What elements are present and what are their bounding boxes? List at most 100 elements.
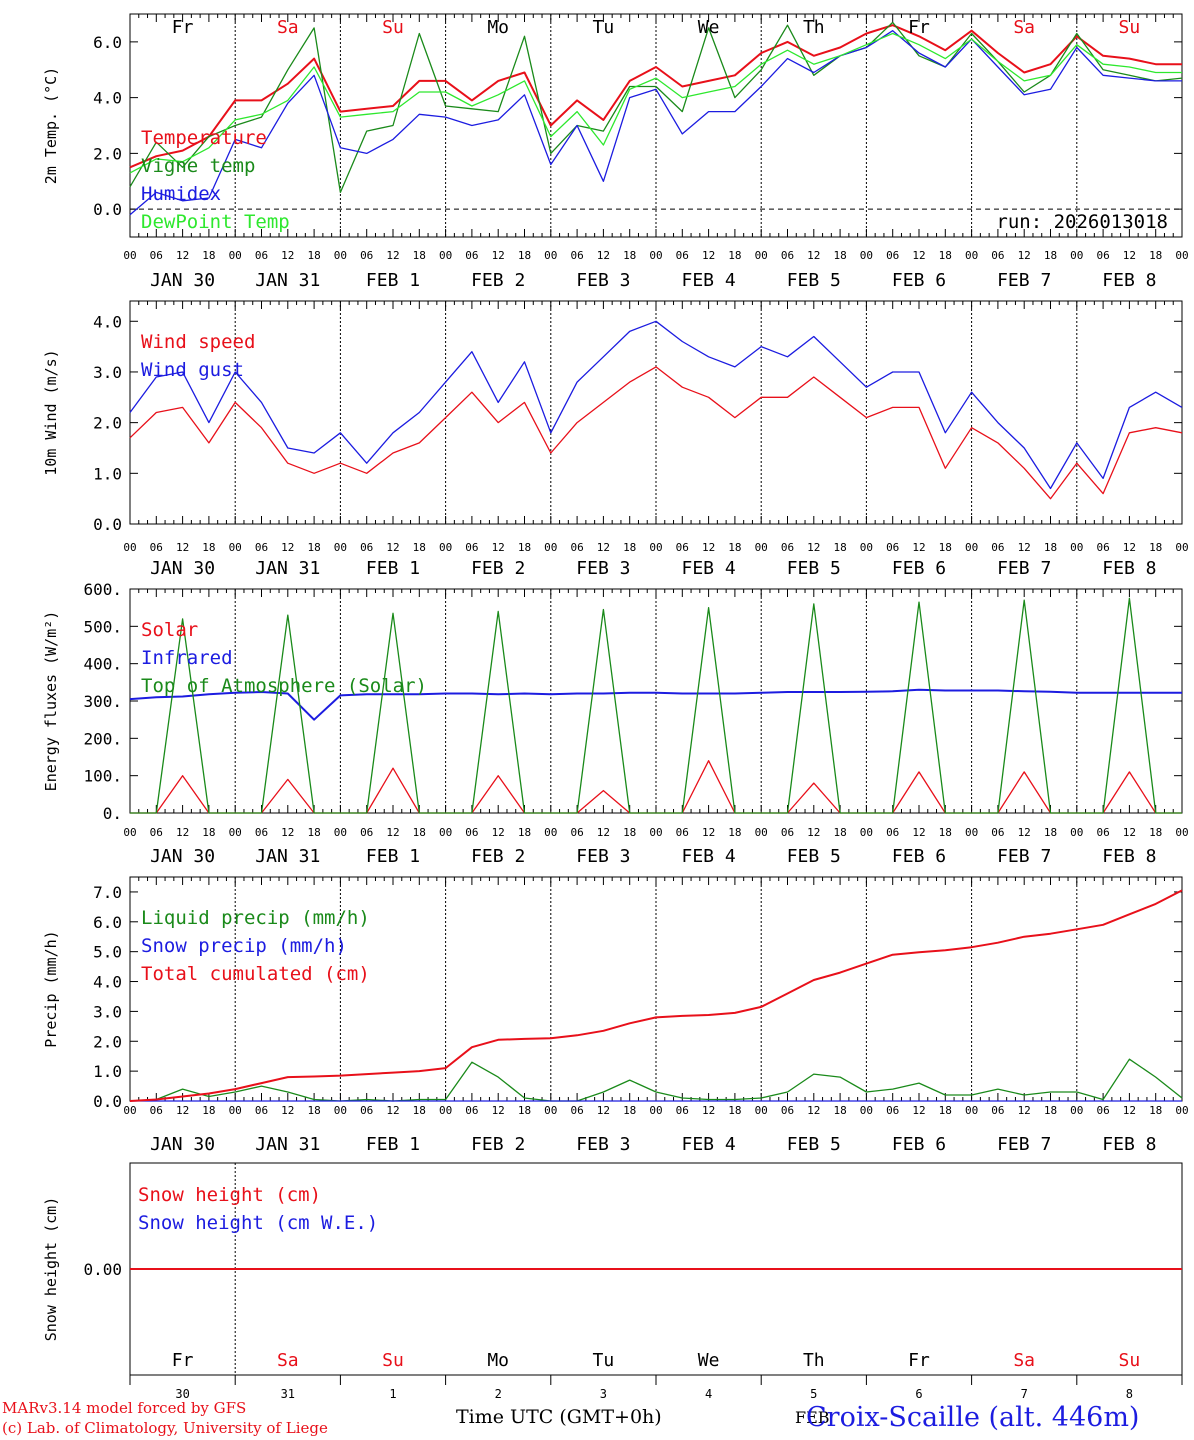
hour-tick-label: 00 <box>123 249 136 262</box>
hour-tick-label: 06 <box>676 249 689 262</box>
y-axis-label: 10m Wind (m/s) <box>42 349 60 475</box>
hour-tick-label: 18 <box>413 1104 426 1117</box>
hour-tick-label: 06 <box>360 541 373 554</box>
day-of-week-label: Fr <box>908 17 930 38</box>
legend-entry: Infrared <box>141 647 233 669</box>
hour-tick-label: 00 <box>755 249 768 262</box>
bottom-day-number: 4 <box>705 1387 712 1401</box>
day-of-week-label: Su <box>1119 17 1141 38</box>
hour-tick-label: 18 <box>728 826 741 839</box>
y-tick-label: 600. <box>83 580 122 599</box>
hour-tick-label: 06 <box>150 249 163 262</box>
hour-tick-label: 12 <box>492 826 505 839</box>
hour-tick-label: 18 <box>202 1104 215 1117</box>
y-tick-label: 400. <box>83 655 122 674</box>
hour-tick-label: 06 <box>255 541 268 554</box>
hour-tick-label: 06 <box>465 249 478 262</box>
hour-tick-label: 12 <box>1123 249 1136 262</box>
hour-tick-label: 00 <box>755 541 768 554</box>
hour-tick-label: 12 <box>386 249 399 262</box>
hour-tick-label: 06 <box>991 541 1004 554</box>
hour-tick-label: 00 <box>1175 541 1188 554</box>
bottom-day-of-week-label: Sa <box>1013 1350 1035 1371</box>
date-label: FEB 8 <box>1102 270 1156 291</box>
hour-tick-label: 06 <box>1096 541 1109 554</box>
legend-entry: Vigne temp <box>141 155 255 177</box>
panel-energy: 0. 100. 200. 300. 400. 500. 600. Energy fluxes … <box>42 580 1189 867</box>
hour-tick-label: 00 <box>860 1104 873 1117</box>
hour-tick-label: 06 <box>255 1104 268 1117</box>
hour-tick-label: 00 <box>229 541 242 554</box>
hour-tick-label: 12 <box>1123 1104 1136 1117</box>
day-of-week-label: Fr <box>172 17 194 38</box>
hour-tick-label: 00 <box>439 1104 452 1117</box>
day-of-week-label: Tu <box>593 17 615 38</box>
hour-tick-label: 06 <box>886 826 899 839</box>
hour-tick-label: 00 <box>439 826 452 839</box>
hour-tick-label: 18 <box>623 1104 636 1117</box>
series-line-humidex <box>129 30 1182 216</box>
hour-tick-label: 12 <box>702 826 715 839</box>
hour-tick-label: 12 <box>386 826 399 839</box>
date-label: FEB 1 <box>366 558 420 579</box>
series-line-wind-speed <box>129 366 1183 500</box>
x-axis-title: Time UTC (GMT+0h) <box>456 1406 662 1428</box>
day-of-week-label: Sa <box>1013 17 1035 38</box>
bottom-day-number: 5 <box>810 1387 817 1401</box>
hour-tick-label: 06 <box>150 541 163 554</box>
hour-tick-label: 00 <box>123 541 136 554</box>
date-label: FEB 5 <box>787 270 841 291</box>
hour-tick-label: 18 <box>833 826 846 839</box>
hour-tick-label: 18 <box>518 826 531 839</box>
hour-tick-label: 00 <box>1070 826 1083 839</box>
y-tick-label: 0.0 <box>93 515 122 534</box>
hour-tick-label: 18 <box>413 826 426 839</box>
credit-line-1: MARv3.14 model forced by GFS <box>2 1399 247 1417</box>
hour-tick-label: 06 <box>676 826 689 839</box>
series-line-vigne-temp <box>129 21 1183 194</box>
y-axis-label: Energy fluxes (W/m²) <box>42 611 60 792</box>
y-tick-label: 2.0 <box>93 1032 122 1051</box>
hour-tick-label: 18 <box>1149 249 1162 262</box>
y-tick-label: 7.0 <box>93 883 122 902</box>
station-title: Croix-Scaille (alt. 446m) <box>806 1402 1140 1433</box>
bottom-day-number: 31 <box>281 1387 295 1401</box>
hour-tick-label: 06 <box>360 249 373 262</box>
hour-tick-label: 06 <box>150 826 163 839</box>
hour-tick-label: 18 <box>939 249 952 262</box>
date-label: FEB 4 <box>682 270 736 291</box>
hour-tick-label: 06 <box>991 826 1004 839</box>
hour-tick-label: 18 <box>307 826 320 839</box>
y-tick-label: 100. <box>83 767 122 786</box>
hour-tick-label: 12 <box>492 1104 505 1117</box>
bottom-day-number: 3 <box>600 1387 607 1401</box>
panel-snow: 0.00 Snow height (cm) Snow height (cm) Snow… <box>42 1162 1183 1376</box>
hour-tick-label: 12 <box>597 826 610 839</box>
date-label: FEB 8 <box>1102 1134 1156 1155</box>
date-label: FEB 8 <box>1102 846 1156 867</box>
hour-tick-label: 18 <box>1149 826 1162 839</box>
hour-tick-label: 06 <box>886 249 899 262</box>
hour-tick-label: 00 <box>123 826 136 839</box>
y-tick-label: 1.0 <box>93 464 122 483</box>
hour-tick-label: 12 <box>597 1104 610 1117</box>
legend-entry: Total cumulated (cm) <box>141 963 370 985</box>
legend-entry: Humidex <box>141 183 221 205</box>
hour-tick-label: 06 <box>570 249 583 262</box>
hour-tick-label: 00 <box>965 541 978 554</box>
date-label: FEB 7 <box>997 270 1051 291</box>
hour-tick-label: 06 <box>886 541 899 554</box>
hour-tick-label: 12 <box>702 1104 715 1117</box>
hour-tick-label: 18 <box>728 1104 741 1117</box>
hour-tick-label: 18 <box>728 249 741 262</box>
date-label: JAN 31 <box>255 270 320 291</box>
hour-tick-label: 18 <box>1044 1104 1057 1117</box>
hour-tick-label: 18 <box>1044 541 1057 554</box>
panel-wind: 0.0 1.0 2.0 3.0 4.0 10m Wind (m/s) 00 06 12 18 JAN… <box>42 300 1189 579</box>
hour-tick-label: 00 <box>334 826 347 839</box>
date-label: FEB 1 <box>366 846 420 867</box>
y-tick-label: 4.0 <box>93 89 122 108</box>
date-label: FEB 6 <box>892 846 946 867</box>
hour-tick-label: 06 <box>255 826 268 839</box>
hour-tick-label: 18 <box>518 1104 531 1117</box>
